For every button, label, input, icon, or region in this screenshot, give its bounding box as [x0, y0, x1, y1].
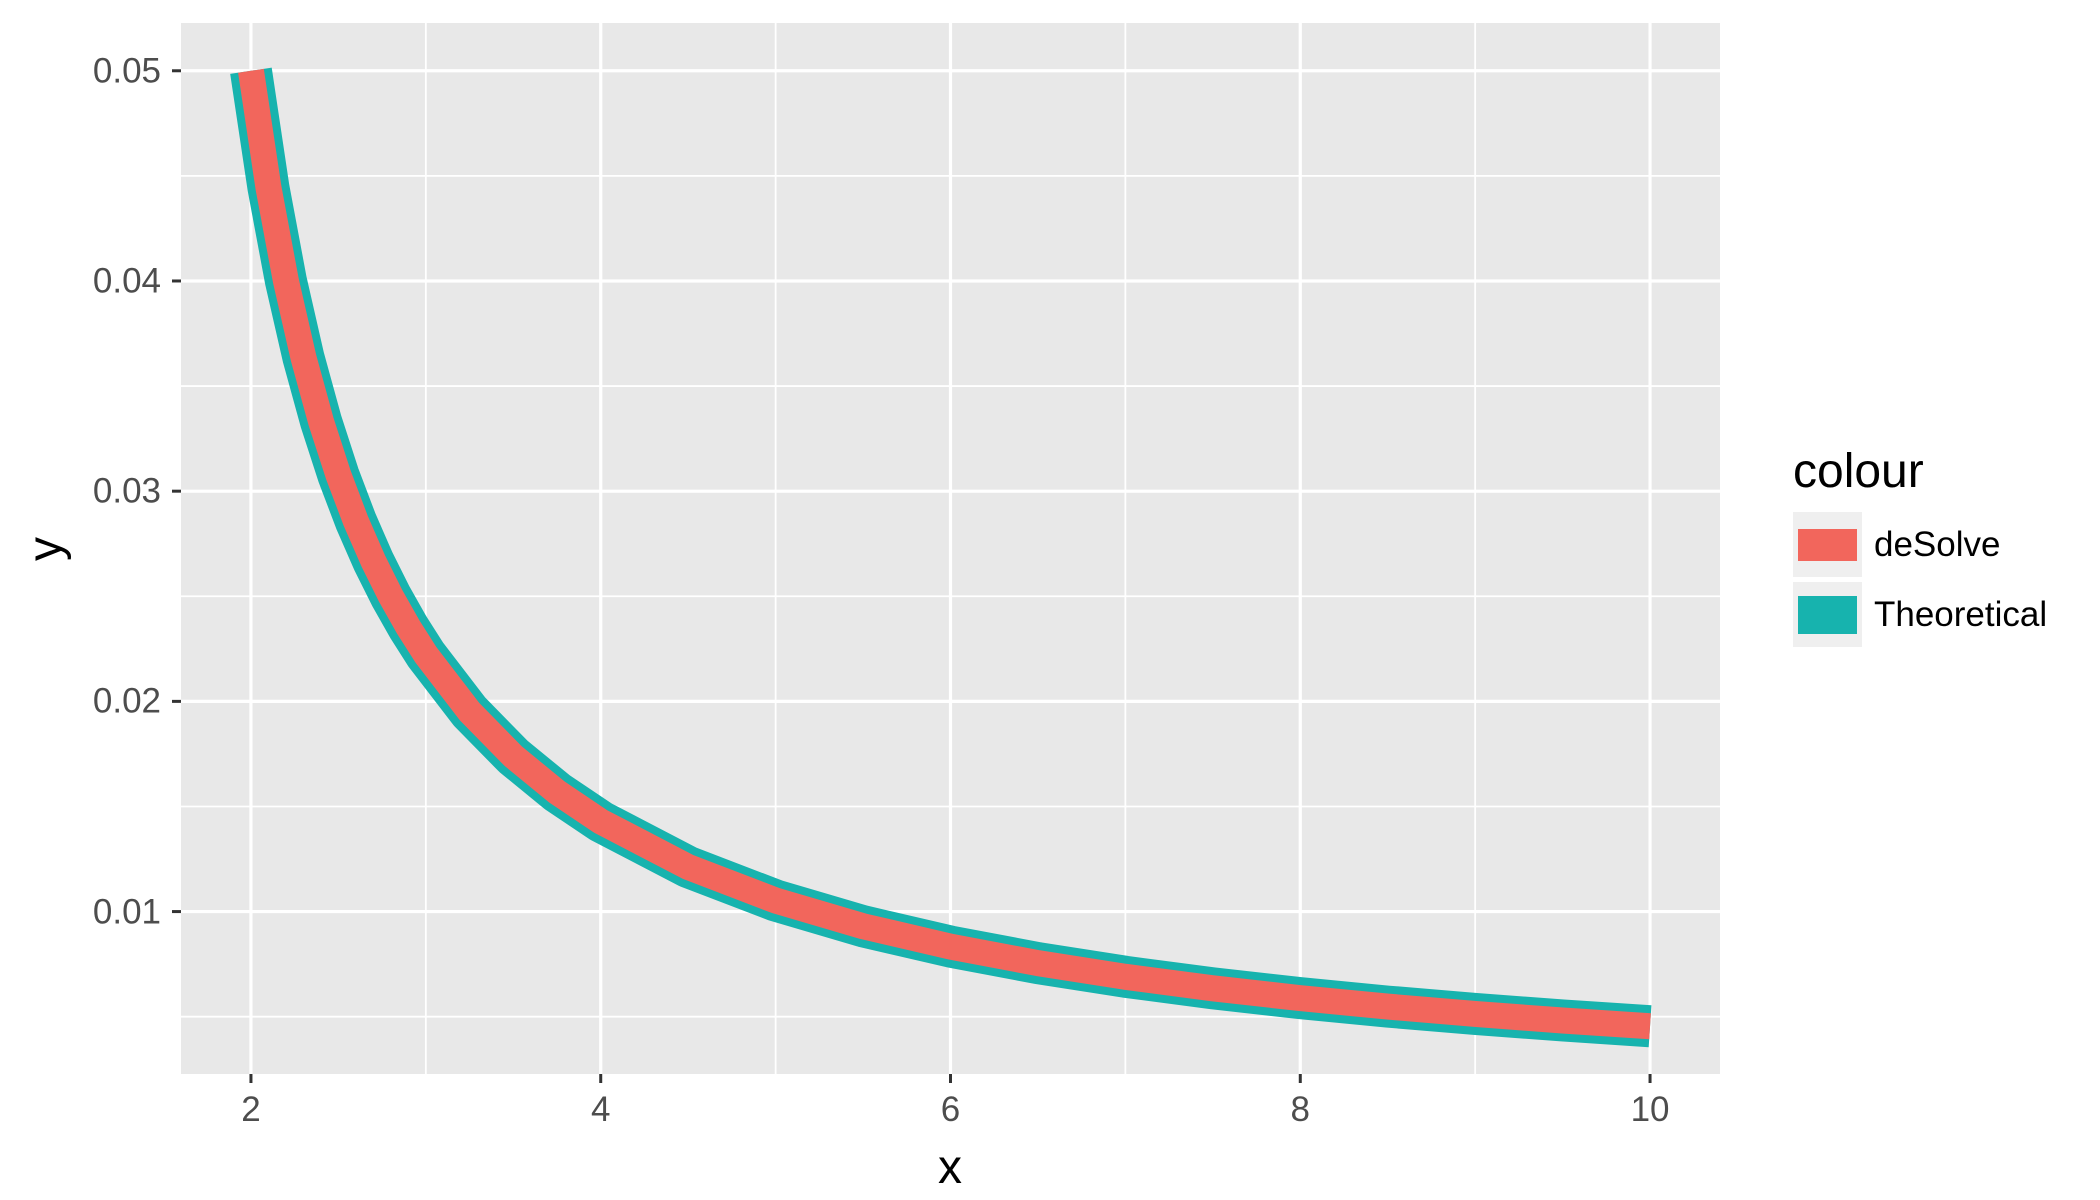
- legend: colour deSolve Theoretical: [1793, 448, 2047, 652]
- axis-tick-marks: [172, 69, 1652, 1083]
- legend-entries: deSolve Theoretical: [1793, 512, 2047, 647]
- x-tick-label-4: 4: [590, 1090, 611, 1129]
- y-tick-label-0.04: 0.04: [92, 261, 161, 301]
- legend-entry-theoretical: Theoretical: [1793, 582, 2047, 647]
- legend-entry-desolve: deSolve: [1793, 512, 2047, 577]
- x-tick-label-8: 8: [1290, 1090, 1310, 1129]
- x-axis-title: x: [938, 1141, 962, 1194]
- legend-key-desolve: [1793, 512, 1862, 577]
- x-tick-label-2: 2: [241, 1090, 261, 1129]
- legend-title: colour: [1793, 445, 1924, 498]
- curve-desolve: [238, 68, 1651, 1040]
- legend-key-theoretical: [1793, 582, 1862, 647]
- legend-label-theoretical: Theoretical: [1874, 595, 2048, 634]
- y-tick-label-0.02: 0.02: [92, 681, 161, 721]
- x-tick-label-6: 6: [940, 1090, 961, 1129]
- y-tick-label-0.03: 0.03: [92, 471, 161, 511]
- y-tick-label-0.01: 0.01: [92, 892, 161, 932]
- curve-layer: [230, 67, 1652, 1048]
- legend-swatch-desolve: [1798, 528, 1857, 561]
- legend-label-desolve: deSolve: [1874, 525, 2001, 564]
- y-tick-label-0.05: 0.05: [92, 51, 161, 91]
- x-tick-label-10: 10: [1630, 1090, 1670, 1129]
- y-axis-title: y: [19, 537, 72, 561]
- legend-swatch-theoretical: [1798, 595, 1857, 634]
